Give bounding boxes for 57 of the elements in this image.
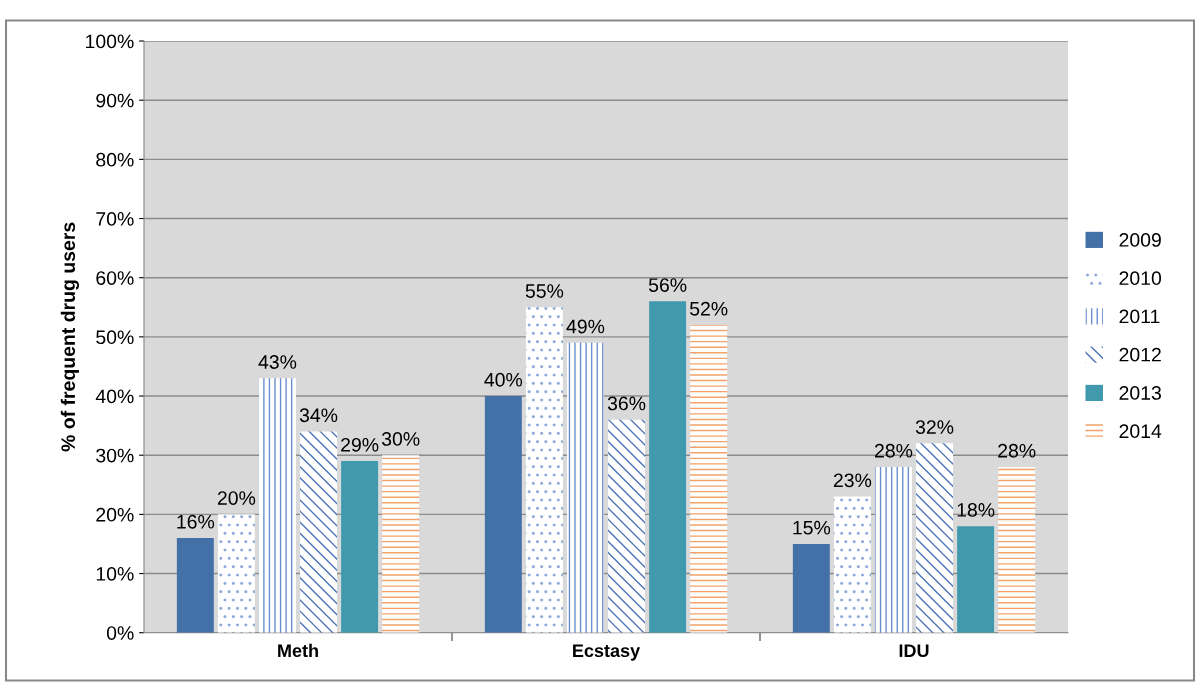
text: 40%: [484, 372, 523, 387]
text: 28%: [998, 443, 1036, 458]
text: 52%: [689, 301, 728, 316]
text: 43%: [258, 355, 297, 369]
bar: [341, 461, 379, 633]
bar: [300, 431, 338, 633]
y-tick-label: 20%: [96, 507, 134, 522]
y-tick-label: 90%: [96, 93, 134, 108]
text: 28%: [874, 443, 913, 458]
text: 36%: [607, 396, 646, 411]
text: 56%: [648, 278, 687, 292]
text: 18%: [957, 503, 995, 517]
legend-label: 2014: [1119, 424, 1162, 439]
text: 16%: [177, 514, 215, 529]
bar: [916, 443, 954, 633]
bar: [484, 396, 522, 633]
y-tick-label: 0%: [106, 626, 134, 640]
text: 34%: [299, 408, 338, 423]
legend-label: 2009: [1119, 233, 1161, 247]
text: 30%: [381, 432, 420, 446]
y-tick-label: 10%: [96, 567, 134, 581]
y-tick-label: 50%: [96, 330, 134, 345]
text: 15%: [793, 520, 831, 535]
text: 32%: [915, 420, 954, 434]
bar: [382, 455, 420, 633]
bar: [176, 538, 214, 633]
y-tick-label: 60%: [96, 271, 134, 285]
bar: [957, 526, 995, 633]
bar: [792, 543, 830, 633]
bar: [566, 342, 604, 633]
text: 23%: [833, 473, 872, 488]
legend-label: 2010: [1119, 271, 1162, 286]
y-tick-label: 100%: [86, 34, 134, 49]
bar: [690, 325, 728, 633]
legend-label: 2013: [1119, 386, 1161, 400]
bar: [998, 467, 1036, 633]
y-tick-label: 70%: [96, 212, 134, 226]
bar: [258, 378, 296, 633]
bar: [649, 301, 687, 633]
y-axis-title: % of frequent drug users: [60, 222, 79, 452]
legend-label: 2011: [1119, 309, 1160, 324]
x-tick-label: IDU: [899, 644, 929, 658]
legend-label: 2012: [1119, 347, 1161, 362]
text: 20%: [217, 491, 256, 505]
x-tick-label: Ecstasy: [573, 644, 641, 661]
y-tick-label: 80%: [96, 152, 134, 167]
y-tick-label: 30%: [96, 448, 134, 463]
x-tick-label: Meth: [278, 643, 318, 658]
text: 55%: [525, 284, 564, 298]
text: 49%: [566, 319, 605, 334]
y-tick-label: 40%: [95, 389, 134, 404]
bar: [525, 307, 563, 633]
bar: [833, 496, 871, 633]
bar: [608, 419, 646, 633]
bar: [874, 467, 912, 633]
bar: [217, 514, 255, 633]
text: 29%: [341, 437, 379, 452]
